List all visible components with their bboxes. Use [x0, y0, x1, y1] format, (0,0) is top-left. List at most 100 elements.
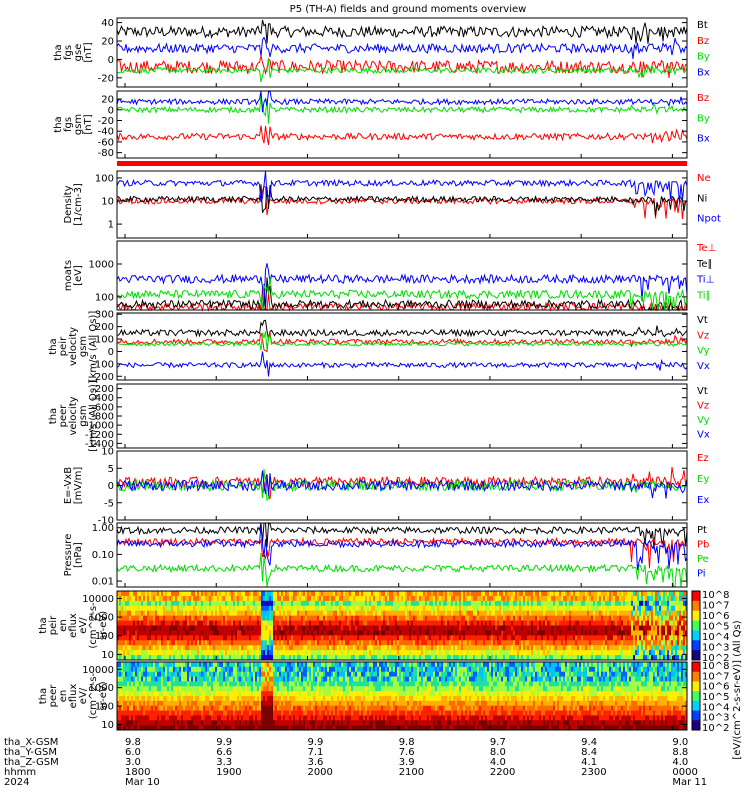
- spectrogram-cell: [563, 605, 565, 612]
- spectrogram-cell: [201, 710, 203, 716]
- spectrogram-cell: [667, 591, 669, 597]
- spectrogram-cell: [137, 662, 139, 668]
- spectrogram-cell: [223, 666, 225, 673]
- spectrogram-cell: [675, 655, 677, 661]
- spectrogram-cell: [363, 630, 365, 636]
- spectrogram-cell: [641, 645, 643, 651]
- y-tick-label: -5: [104, 498, 114, 509]
- spectrogram-cell: [391, 610, 393, 617]
- spectrogram-cell: [467, 635, 469, 641]
- spectrogram-cell: [639, 640, 641, 646]
- spectrogram-cell: [311, 630, 313, 636]
- y-axis-label: tha: [48, 408, 59, 424]
- spectrogram-cell: [299, 615, 301, 622]
- spectrogram-cell: [229, 591, 231, 597]
- spectrogram-cell: [183, 691, 185, 697]
- spectrogram-cell: [599, 600, 601, 607]
- spectrogram-cell: [671, 650, 673, 656]
- spectrogram-cell: [177, 705, 179, 712]
- spectrogram-cell: [351, 655, 353, 661]
- spectrogram-cell: [683, 600, 685, 607]
- spectrogram-cell: [351, 640, 353, 646]
- spectrogram-cell: [523, 645, 525, 651]
- spectrogram-cell: [189, 635, 191, 641]
- spectrogram-cell: [461, 655, 463, 661]
- spectrogram-cell: [413, 600, 415, 607]
- spectrogram-cell: [553, 640, 555, 646]
- spectrogram-cell: [299, 645, 301, 651]
- spectrogram-cell: [373, 595, 375, 602]
- spectrogram-cell: [505, 625, 507, 631]
- spectrogram-cell: [313, 615, 315, 622]
- spectrogram-cell: [173, 686, 175, 692]
- spectrogram-cell: [189, 640, 191, 646]
- spectrogram-cell: [311, 640, 313, 646]
- spectrogram-cell: [267, 645, 269, 651]
- spectrogram-cell: [163, 671, 165, 678]
- spectrogram-cell: [393, 620, 395, 626]
- spectrogram-cell: [565, 655, 567, 661]
- spectrogram-cell: [547, 630, 549, 636]
- spectrogram-cell: [199, 591, 201, 597]
- spectrogram-cell: [549, 595, 551, 602]
- spectrogram-cell: [241, 655, 243, 661]
- spectrogram-cell: [335, 640, 337, 646]
- spectrogram-cell: [453, 645, 455, 651]
- spectrogram-cell: [541, 605, 543, 612]
- spectrogram-cell: [433, 625, 435, 631]
- spectrogram-cell: [501, 605, 503, 612]
- spectrogram-cell: [543, 650, 545, 656]
- spectrogram-cell: [671, 630, 673, 636]
- spectrogram-cell: [495, 591, 497, 597]
- spectrogram-cell: [141, 625, 143, 631]
- spectrogram-cell: [201, 681, 203, 687]
- spectrogram-cell: [631, 630, 633, 636]
- spectrogram-cell: [329, 620, 331, 626]
- spectrogram-cell: [247, 625, 249, 631]
- spectrogram-cell: [471, 610, 473, 617]
- spectrogram-cell: [475, 655, 477, 661]
- spectrogram-cell: [331, 620, 333, 626]
- spectrogram-cell: [223, 691, 225, 697]
- spectrogram-cell: [269, 655, 271, 661]
- spectrogram-cell: [207, 676, 209, 682]
- spectrogram-cell: [531, 620, 533, 626]
- spectrogram-cell: [345, 655, 347, 661]
- spectrogram-cell: [397, 620, 399, 626]
- spectrogram-cell: [403, 650, 405, 656]
- spectrogram-cell: [363, 635, 365, 641]
- spectrogram-cell: [447, 640, 449, 646]
- spectrogram-cell: [197, 691, 199, 697]
- spectrogram-cell: [325, 591, 327, 597]
- spectrogram-cell: [447, 650, 449, 656]
- spectrogram-cell: [533, 630, 535, 636]
- spectrogram-cell: [295, 650, 297, 656]
- spectrogram-cell: [501, 591, 503, 597]
- spectrogram-cell: [177, 640, 179, 646]
- spectrogram-cell: [119, 691, 121, 697]
- spectrogram-cell: [207, 700, 209, 707]
- spectrogram-cell: [203, 620, 205, 626]
- spectrogram-cell: [161, 662, 163, 668]
- spectrogram-cell: [547, 655, 549, 661]
- spectrogram-cell: [373, 635, 375, 641]
- y-tick-label: -1400: [85, 439, 114, 450]
- spectrogram-cell: [399, 635, 401, 641]
- spectrogram-cell: [219, 620, 221, 626]
- spectrogram-cell: [385, 620, 387, 626]
- spectrogram-cell: [173, 655, 175, 661]
- spectrogram-cell: [199, 725, 201, 731]
- spectrogram-cell: [271, 635, 273, 641]
- spectrogram-cell: [491, 620, 493, 626]
- spectrogram-cell: [667, 655, 669, 661]
- spectrogram-cell: [669, 645, 671, 651]
- spectrogram-cell: [251, 620, 253, 626]
- spectrogram-cell: [539, 600, 541, 607]
- series-line-Pi: [116, 524, 688, 570]
- spectrogram-cell: [223, 630, 225, 636]
- spectrogram-cell: [409, 645, 411, 651]
- spectrogram-cell: [417, 600, 419, 607]
- spectrogram-cell: [181, 671, 183, 678]
- spectrogram-cell: [367, 625, 369, 631]
- spectrogram-cell: [529, 635, 531, 641]
